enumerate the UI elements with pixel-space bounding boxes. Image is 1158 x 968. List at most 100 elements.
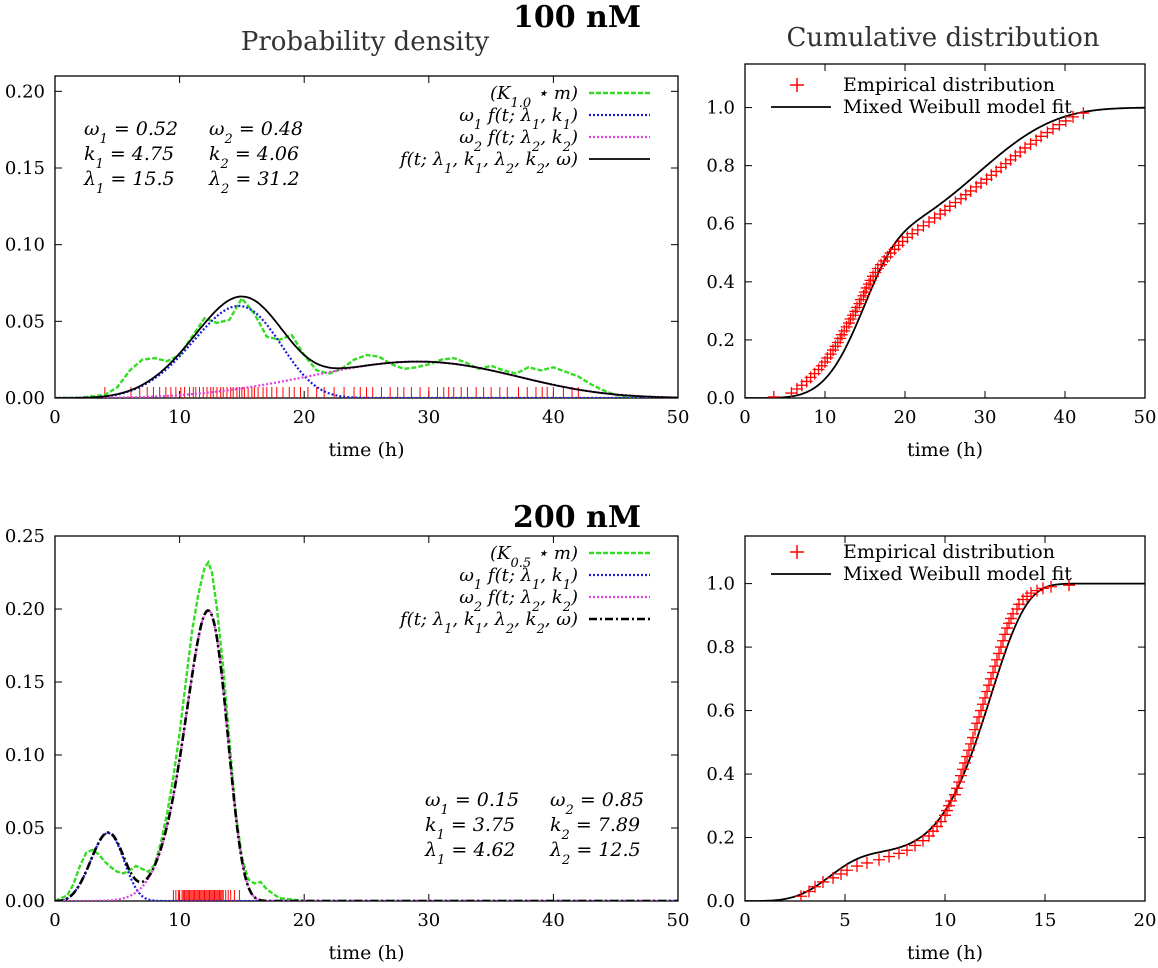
y-tick-label: 0.25	[5, 526, 45, 547]
empirical-point	[991, 653, 1003, 666]
param-text: λ2 = 31.2	[208, 168, 300, 197]
x-tick-label: 30	[974, 407, 997, 428]
empirical-point	[945, 795, 957, 808]
empirical-point	[1005, 612, 1017, 625]
empirical-point	[841, 864, 853, 877]
empirical-point	[795, 890, 807, 901]
x-tick-label: 0	[49, 910, 60, 931]
param-text: k2 = 4.06	[209, 143, 299, 172]
y-tick-label: 0.15	[5, 158, 45, 179]
empirical-point	[1063, 579, 1075, 592]
x-tick-label: 40	[542, 407, 565, 428]
plot-frame	[744, 535, 1146, 902]
x-tick-label: 10	[814, 407, 837, 428]
y-tick-label: 1.0	[706, 98, 735, 119]
y-tick-label: 0.6	[706, 214, 735, 235]
y-tick-label: 0.0	[706, 388, 735, 409]
y-tick-label: 0.2	[706, 828, 735, 849]
empirical-point	[851, 860, 863, 873]
empirical-point	[1001, 622, 1013, 635]
empirical-point	[803, 885, 815, 898]
empirical-point	[1025, 587, 1037, 600]
x-tick-label: 10	[934, 910, 957, 931]
empirical-point	[963, 744, 975, 757]
param-text: k1 = 3.75	[425, 814, 515, 843]
empirical-point	[955, 769, 967, 782]
empirical-point	[901, 844, 913, 857]
empirical-point	[951, 782, 963, 795]
empirical-point	[997, 634, 1009, 647]
param-text: ω2 = 0.85	[550, 789, 644, 818]
plot-area	[745, 106, 1145, 398]
x-tick-label: 50	[1134, 407, 1157, 428]
empirical-point	[961, 750, 973, 763]
plot-frame	[744, 63, 1146, 399]
column-title-cumulative: Cumulative distribution	[786, 23, 1099, 53]
x-axis-label: time (h)	[907, 942, 983, 964]
y-tick-label: 0.00	[5, 891, 45, 912]
empirical-point	[1067, 110, 1079, 123]
empirical-point	[973, 710, 985, 723]
legend-label: Mixed Weibull model fit	[843, 96, 1072, 118]
empirical-point	[1077, 107, 1090, 120]
legend-label: ω1 f(t; λ1, k1)	[459, 565, 578, 593]
legend-label: (K1.0 ⋆ m)	[490, 83, 578, 111]
legend-label: Empirical distribution	[843, 74, 1055, 96]
empirical-point	[767, 390, 780, 398]
empirical-point	[989, 660, 1001, 673]
empirical-point	[1031, 584, 1043, 597]
y-tick-label: 0.20	[5, 81, 45, 102]
y-tick-label: 0.05	[5, 311, 45, 332]
empirical-point	[975, 704, 987, 717]
x-tick-label: 20	[293, 407, 316, 428]
empirical-point	[909, 839, 921, 852]
empirical-point	[873, 853, 885, 866]
empirical-point	[1011, 603, 1023, 615]
empirical-point	[817, 875, 829, 888]
kde-line	[55, 559, 678, 901]
param-text: ω1 = 0.15	[425, 789, 519, 818]
param-text: k1 = 4.75	[84, 143, 174, 172]
y-tick-label: 1.0	[706, 574, 735, 595]
x-axis-label: time (h)	[907, 439, 983, 461]
fit-curve	[745, 106, 1145, 398]
empirical-point	[1003, 617, 1015, 630]
empirical-point	[995, 641, 1007, 654]
x-tick-label: 20	[293, 910, 316, 931]
y-tick-label: 0.00	[5, 388, 45, 409]
empirical-point	[985, 672, 997, 685]
y-tick-label: 0.6	[706, 701, 735, 722]
y-tick-label: 0.20	[5, 599, 45, 620]
y-tick-label: 0.10	[5, 235, 45, 256]
x-tick-label: 20	[1134, 910, 1157, 931]
empirical-point	[1045, 580, 1057, 593]
y-tick-label: 0.4	[706, 764, 735, 785]
row-title-200nm: 200 nM	[513, 500, 641, 535]
x-tick-label: 10	[168, 407, 191, 428]
y-tick-label: 0.2	[706, 330, 735, 351]
empirical-point	[809, 880, 821, 893]
empirical-point	[981, 685, 993, 698]
x-tick-label: 10	[168, 910, 191, 931]
x-tick-label: 50	[667, 407, 690, 428]
empirical-point	[1037, 582, 1049, 595]
x-tick-label: 40	[1054, 407, 1077, 428]
empirical-point	[939, 809, 951, 822]
x-tick-label: 15	[1034, 910, 1057, 931]
empirical-point	[969, 723, 981, 736]
column-title-density: Probability density	[241, 27, 490, 57]
legend-label: ω2 f(t; λ2, k2)	[459, 127, 578, 155]
legend-label: f(t; λ1, k1, λ2, k2, ω)	[398, 609, 578, 637]
legend-marker-plus	[790, 78, 804, 92]
empirical-point	[917, 834, 929, 847]
x-tick-label: 20	[894, 407, 917, 428]
empirical-point	[993, 647, 1005, 660]
mixture-line	[55, 295, 678, 398]
x-tick-label: 0	[739, 910, 750, 931]
empirical-point	[957, 763, 969, 776]
y-tick-label: 0.0	[706, 891, 735, 912]
empirical-point	[967, 731, 979, 744]
plot-area	[55, 295, 678, 398]
empirical-point	[959, 756, 971, 769]
